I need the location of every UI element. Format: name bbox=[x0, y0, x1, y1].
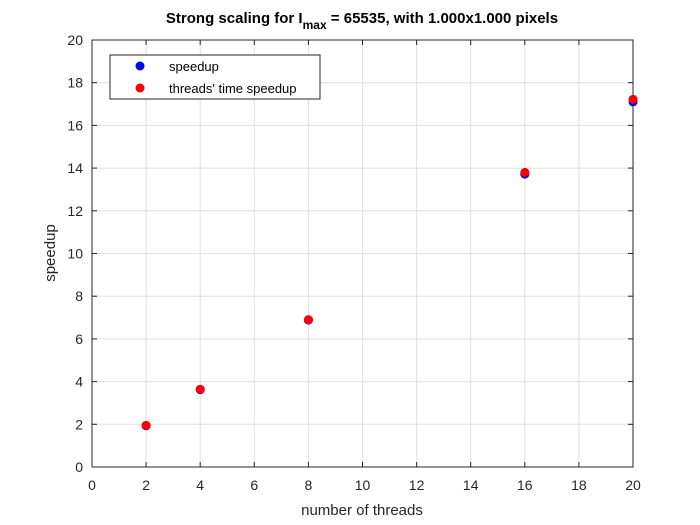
x-tick-label: 12 bbox=[409, 477, 425, 493]
y-tick-label: 0 bbox=[75, 459, 83, 475]
y-tick-label: 12 bbox=[67, 203, 83, 219]
x-axis-label: number of threads bbox=[301, 502, 423, 519]
y-tick-label: 4 bbox=[75, 374, 83, 390]
x-tick-label: 4 bbox=[196, 477, 204, 493]
chart-title: Strong scaling for Imax = 65535, with 1.… bbox=[166, 10, 558, 32]
y-tick-label: 10 bbox=[67, 246, 83, 262]
y-tick-label: 18 bbox=[67, 75, 83, 91]
y-tick-label: 14 bbox=[67, 160, 83, 176]
legend-marker-speedup bbox=[135, 61, 145, 71]
x-tick-label: 6 bbox=[250, 477, 258, 493]
x-tick-label: 18 bbox=[571, 477, 587, 493]
y-tick-labels: 0 2 4 6 8 10 12 14 16 18 20 bbox=[67, 32, 83, 475]
x-tick-label: 10 bbox=[355, 477, 371, 493]
legend-label-speedup: speedup bbox=[169, 59, 219, 74]
y-tick-label: 20 bbox=[67, 32, 83, 48]
legend-label-threads-time-speedup: threads' time speedup bbox=[169, 81, 297, 96]
legend-marker-threads-time-speedup bbox=[135, 83, 145, 93]
legend: speedup threads' time speedup bbox=[109, 54, 321, 100]
point-threads-time-speedup bbox=[195, 384, 205, 394]
axes-box bbox=[91, 39, 634, 468]
y-axis-label: speedup bbox=[42, 224, 59, 282]
axis-ticks bbox=[91, 39, 634, 468]
point-threads-time-speedup bbox=[628, 94, 638, 104]
x-tick-label: 20 bbox=[625, 477, 641, 493]
x-tick-label: 8 bbox=[305, 477, 313, 493]
point-threads-time-speedup bbox=[141, 420, 151, 430]
point-threads-time-speedup bbox=[303, 315, 313, 325]
point-threads-time-speedup bbox=[520, 167, 530, 177]
legend-box bbox=[109, 54, 321, 100]
x-tick-label: 0 bbox=[88, 477, 96, 493]
y-tick-label: 8 bbox=[75, 288, 83, 304]
x-tick-label: 2 bbox=[142, 477, 150, 493]
x-tick-label: 16 bbox=[517, 477, 533, 493]
x-tick-labels: 0 2 4 6 8 10 12 14 16 18 20 bbox=[88, 477, 641, 493]
x-tick-label: 14 bbox=[463, 477, 479, 493]
y-tick-label: 6 bbox=[75, 331, 83, 347]
y-tick-label: 16 bbox=[67, 117, 83, 133]
data-points bbox=[141, 94, 638, 431]
y-tick-label: 2 bbox=[75, 416, 83, 432]
